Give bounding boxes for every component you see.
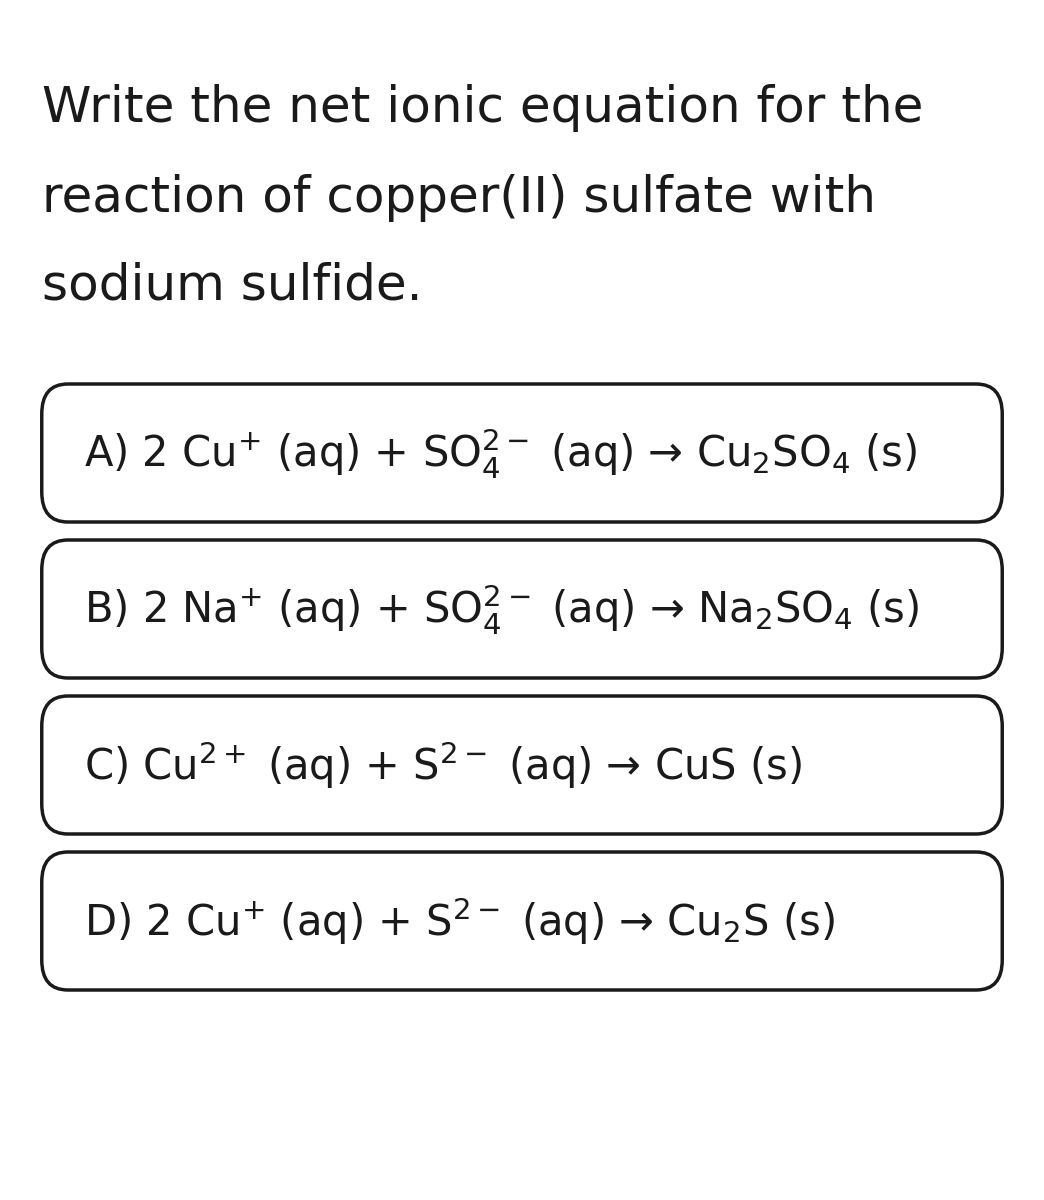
- Text: B) 2 Na$^{+}$ (aq) + SO$_{4}^{2-}$ (aq) → Na$_{2}$SO$_{4}$ (s): B) 2 Na$^{+}$ (aq) + SO$_{4}^{2-}$ (aq) …: [84, 582, 919, 636]
- FancyBboxPatch shape: [42, 696, 1002, 834]
- FancyBboxPatch shape: [42, 852, 1002, 990]
- Text: reaction of copper(II) sulfate with: reaction of copper(II) sulfate with: [42, 174, 876, 222]
- Text: D) 2 Cu$^{+}$ (aq) + S$^{2-}$ (aq) → Cu$_{2}$S (s): D) 2 Cu$^{+}$ (aq) + S$^{2-}$ (aq) → Cu$…: [84, 895, 834, 947]
- Text: C) Cu$^{2+}$ (aq) + S$^{2-}$ (aq) → CuS (s): C) Cu$^{2+}$ (aq) + S$^{2-}$ (aq) → CuS …: [84, 739, 802, 791]
- Text: A) 2 Cu$^{+}$ (aq) + SO$_{4}^{2-}$ (aq) → Cu$_{2}$SO$_{4}$ (s): A) 2 Cu$^{+}$ (aq) + SO$_{4}^{2-}$ (aq) …: [84, 426, 917, 480]
- FancyBboxPatch shape: [42, 540, 1002, 678]
- FancyBboxPatch shape: [42, 384, 1002, 522]
- Text: sodium sulfide.: sodium sulfide.: [42, 262, 422, 310]
- Text: Write the net ionic equation for the: Write the net ionic equation for the: [42, 84, 923, 132]
